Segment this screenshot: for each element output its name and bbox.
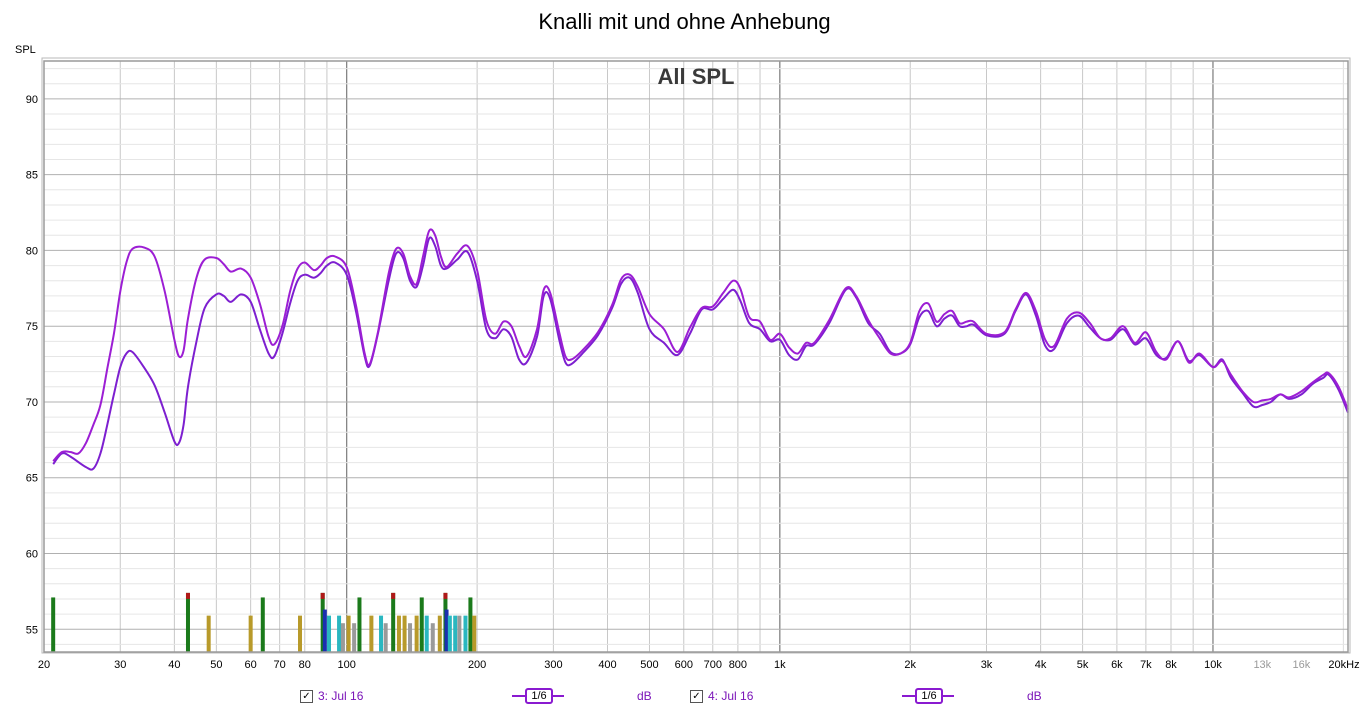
- x-tick-label: 16k: [1293, 659, 1311, 671]
- series-lines: [52, 228, 1349, 471]
- y-tick-label: 70: [26, 397, 38, 409]
- y-tick-label: 85: [26, 170, 38, 182]
- x-tick-label: 40: [168, 659, 180, 671]
- peak-marker: [414, 615, 419, 652]
- peak-marker: [383, 623, 388, 652]
- x-tick-label: 8k: [1165, 659, 1177, 671]
- peak-marker: [419, 597, 424, 652]
- peak-marker: [206, 615, 211, 652]
- x-tick-label: 800: [729, 659, 747, 671]
- peak-marker: [463, 615, 468, 652]
- y-tick-label: 90: [26, 94, 38, 106]
- x-tick-label: 5k: [1077, 659, 1089, 671]
- grid-lines: [43, 61, 1348, 652]
- x-tick-label: 300: [544, 659, 562, 671]
- x-tick-label: 10k: [1204, 659, 1222, 671]
- x-tick-label: 700: [704, 659, 722, 671]
- peak-marker: [472, 615, 477, 652]
- peak-marker: [396, 615, 401, 652]
- x-tick-label: 3k: [981, 659, 993, 671]
- y-tick-label: 55: [26, 624, 38, 636]
- peak-marker: [298, 615, 303, 652]
- x-tick-label: 7k: [1140, 659, 1152, 671]
- peak-marker: [379, 615, 384, 652]
- x-tick-label: 600: [675, 659, 693, 671]
- peak-marker: [51, 597, 56, 652]
- x-tick-label: 13k: [1253, 659, 1271, 671]
- peak-markers: [51, 592, 477, 652]
- peak-marker: [402, 615, 407, 652]
- series-4-checkbox[interactable]: ✓: [690, 689, 703, 703]
- peak-marker: [326, 615, 331, 652]
- y-tick-label: 60: [26, 549, 38, 561]
- peak-marker-cap: [443, 592, 448, 599]
- x-tick-label: 20kHz: [1328, 659, 1359, 671]
- peak-marker: [437, 615, 442, 652]
- series-3-smoothing-control[interactable]: 1/6: [512, 688, 564, 704]
- series-3-checkbox[interactable]: ✓: [300, 689, 313, 703]
- series-3-unit: dB: [637, 689, 652, 703]
- x-tick-label: 100: [338, 659, 356, 671]
- axis-ticks: 55 60 65 70 75 80 85 90 20 30 40 50 60 70 80 100 200 300 4…: [26, 94, 1360, 671]
- peak-marker: [357, 597, 362, 652]
- x-tick-label: 20: [38, 659, 50, 671]
- series-3-label: 3: Jul 16: [318, 689, 364, 703]
- series-line-4: [52, 228, 1349, 462]
- x-tick-label: 1k: [774, 659, 786, 671]
- x-tick-label: 6k: [1111, 659, 1123, 671]
- x-tick-label: 80: [299, 659, 311, 671]
- peak-marker: [457, 615, 462, 652]
- y-tick-label: 65: [26, 473, 38, 485]
- x-tick-label: 50: [210, 659, 222, 671]
- peak-marker: [352, 623, 357, 652]
- peak-marker: [424, 615, 429, 652]
- peak-marker: [346, 615, 351, 652]
- x-tick-label: 60: [245, 659, 257, 671]
- legend-item-series-4[interactable]: ✓ 4: Jul 16: [690, 688, 753, 704]
- peak-marker: [322, 609, 327, 652]
- x-tick-label: 30: [114, 659, 126, 671]
- series-4-unit: dB: [1027, 689, 1042, 703]
- peak-marker: [391, 592, 396, 652]
- x-tick-label: 2k: [904, 659, 916, 671]
- peak-marker: [337, 615, 342, 652]
- peak-marker-cap: [320, 592, 325, 599]
- peak-marker: [468, 597, 473, 652]
- spl-plot: SPL 55 60 65 70 75 80 85 90 20 30 40 50 60 70 80 100 200…: [15, 44, 1360, 671]
- peak-marker: [444, 609, 449, 652]
- y-tick-label: 75: [26, 321, 38, 333]
- peak-marker: [248, 615, 253, 652]
- plot-frame-outer: [41, 57, 1351, 654]
- peak-marker: [430, 623, 435, 652]
- series-4-smoothing-value: 1/6: [915, 688, 943, 704]
- plot-frame: [43, 60, 1349, 653]
- peak-marker: [185, 592, 190, 652]
- peak-marker-cap: [185, 592, 190, 599]
- series-4-smoothing-control[interactable]: 1/6: [902, 688, 954, 704]
- peak-marker: [369, 615, 374, 652]
- x-tick-label: 400: [598, 659, 616, 671]
- peak-marker: [408, 623, 413, 652]
- peak-marker-cap: [391, 592, 396, 599]
- peak-marker: [447, 615, 452, 652]
- y-tick-label: 80: [26, 245, 38, 257]
- peak-marker: [320, 592, 325, 652]
- peak-marker: [260, 597, 265, 652]
- x-tick-label: 4k: [1035, 659, 1047, 671]
- x-tick-label: 70: [274, 659, 286, 671]
- chart-title: Knalli mit und ohne Anhebung: [538, 9, 831, 34]
- y-axis-label: SPL: [15, 44, 36, 56]
- series-4-label: 4: Jul 16: [708, 689, 754, 703]
- overlay-title: All SPL: [657, 64, 734, 89]
- peak-marker: [340, 623, 345, 652]
- series-line-3: [52, 236, 1349, 471]
- x-tick-label: 200: [468, 659, 486, 671]
- peak-marker: [453, 615, 458, 652]
- legend-item-series-3[interactable]: ✓ 3: Jul 16: [300, 688, 363, 704]
- x-tick-label: 500: [640, 659, 658, 671]
- series-3-smoothing-value: 1/6: [525, 688, 553, 704]
